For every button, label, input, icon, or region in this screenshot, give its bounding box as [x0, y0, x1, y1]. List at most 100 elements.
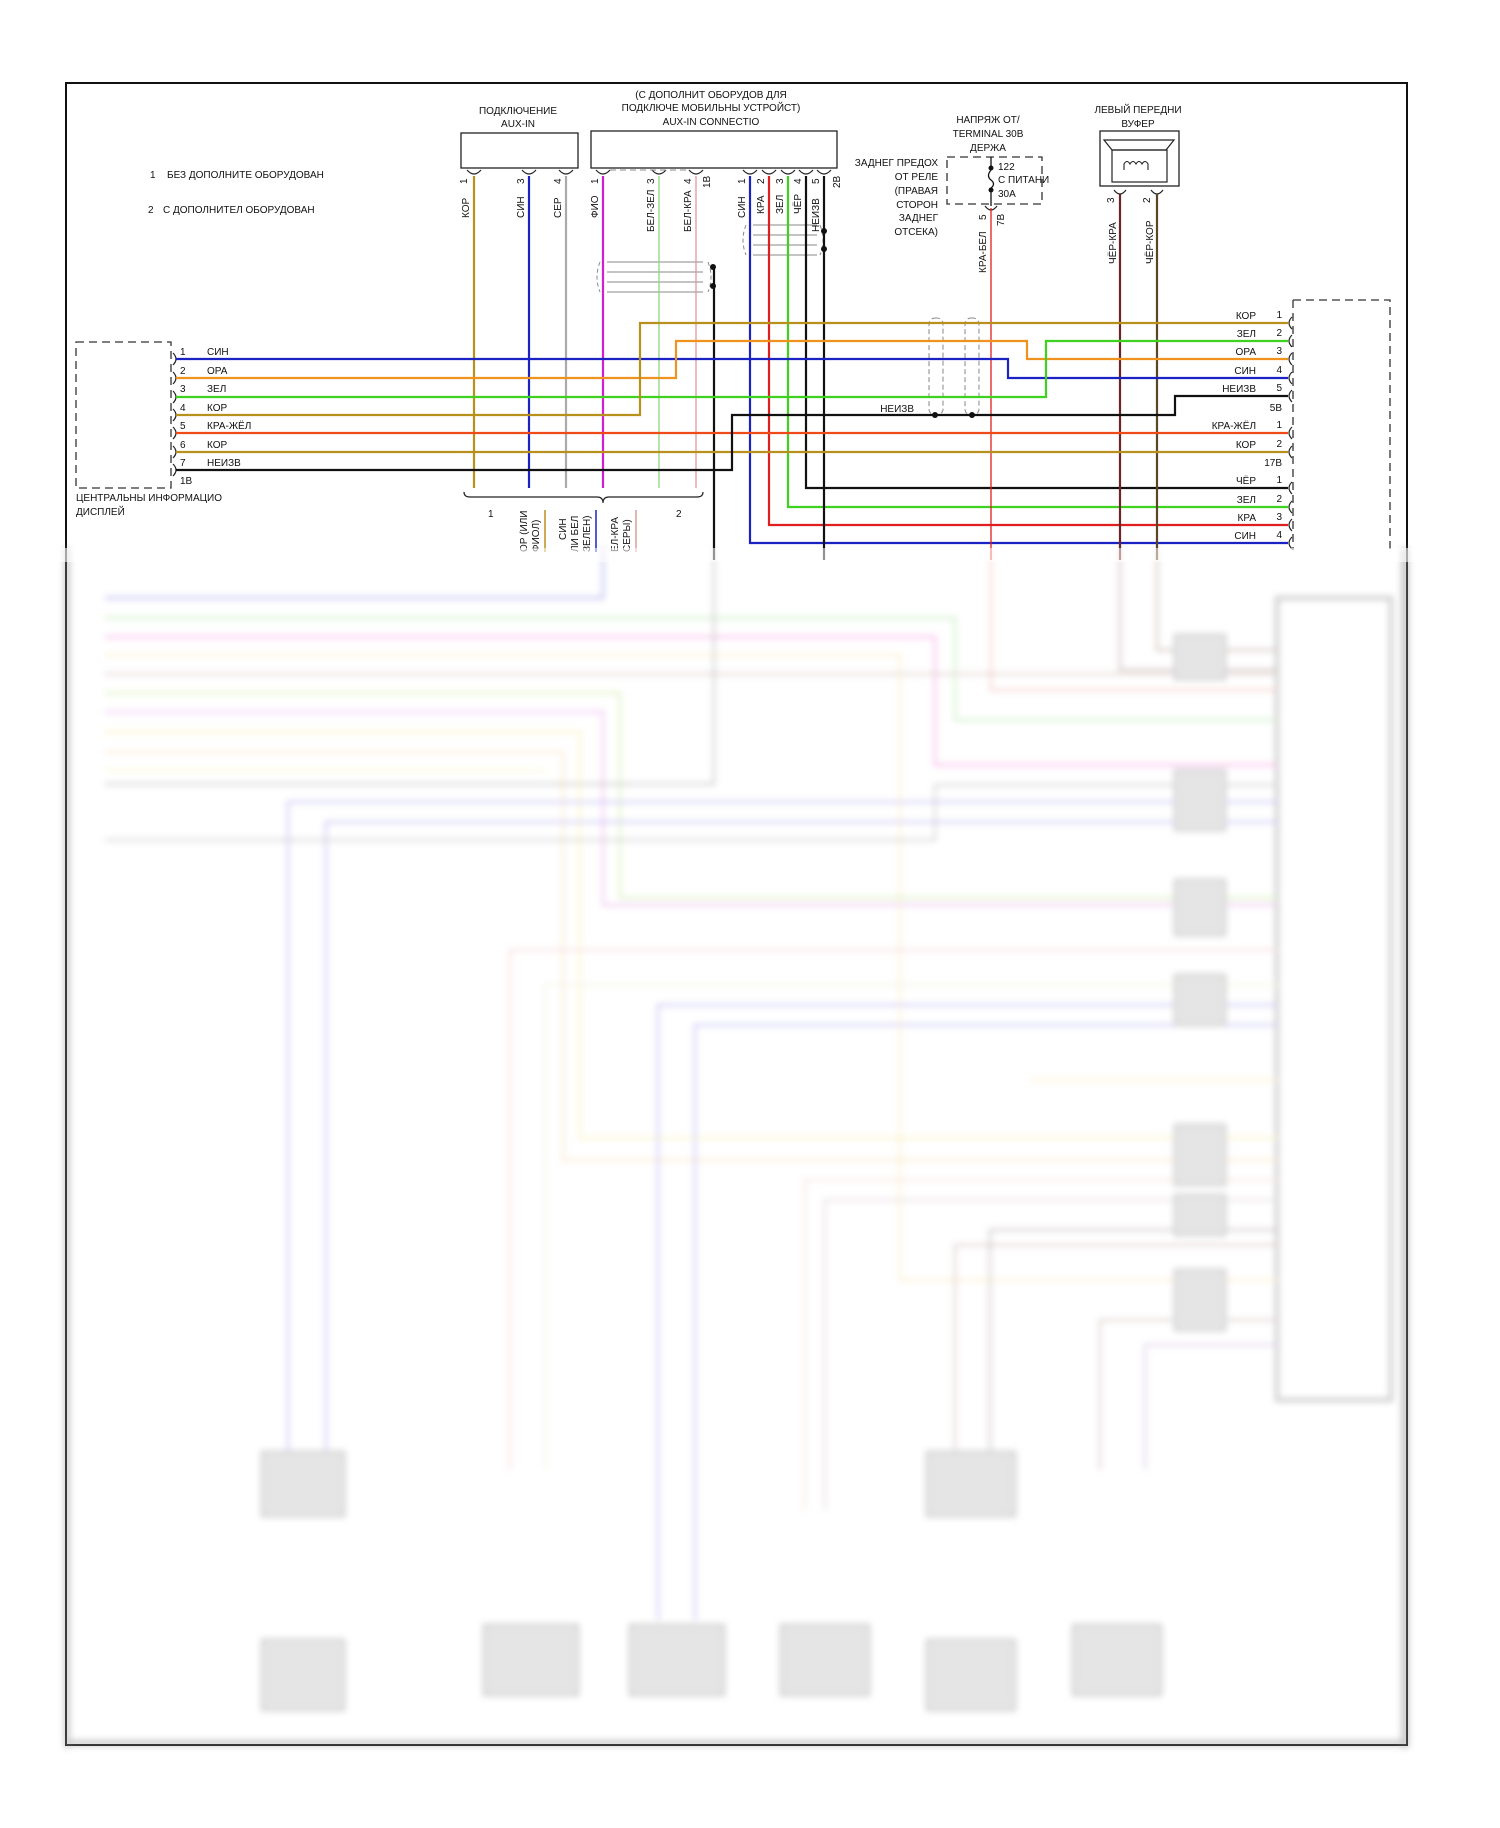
note-line: ЕЛ-КРА — [610, 517, 621, 552]
pin-num: 3 — [1276, 512, 1282, 523]
wire-label: СИН — [207, 347, 229, 358]
legend-num-1: 1 — [150, 170, 156, 181]
location-line: ОТ РЕЛЕ — [895, 172, 939, 183]
fuse-pin-num: 5 — [978, 214, 989, 220]
pin-num: 1 — [1276, 475, 1282, 486]
wires — [176, 176, 1288, 560]
shield-left — [596, 261, 716, 293]
wire-label: ФИО — [590, 195, 601, 218]
pin-num: 2 — [1276, 439, 1282, 450]
pin-num: 5 — [811, 178, 822, 184]
wire-label: КРА-ЖЁЛ — [1212, 420, 1256, 432]
connector-id: 2В — [832, 175, 843, 188]
location-line: (ПРАВАЯ — [895, 186, 938, 197]
pin-num: 5 — [1276, 383, 1282, 394]
fuse-rating: 30А — [998, 189, 1016, 200]
subwoofer-title-2: ВУФЕР — [1121, 119, 1155, 130]
pin-num: 4 — [1276, 530, 1282, 541]
wire-label: ЗЕЛ — [775, 195, 786, 214]
legend-text-1: БЕЗ ДОПОЛНИТЕ ОБОРУДОВАН — [167, 170, 324, 181]
connector-id: 5В — [1270, 403, 1283, 414]
display-pin-labels: 1 СИН 2 ОРА 3 ЗЕЛ 4 КОР 5 КРА-ЖЁЛ 6 КОР … — [180, 347, 251, 469]
pin-num: 1 — [1276, 310, 1282, 321]
note-line: ОР (ИЛИ — [519, 511, 530, 553]
wire-label: НЕИЗВ — [207, 458, 241, 469]
wire-label: ОРА — [1236, 347, 1257, 358]
fuse-title-1: НАПРЯЖ ОТ/ — [956, 115, 1020, 126]
pin-num: 2 — [180, 366, 186, 377]
pin-num: 3 — [180, 384, 186, 395]
amplifier-pin-labels: КОР 1 ЗЕЛ 2 ОРА 3 СИН 4 НЕИЗВ 5 5В КРА-Ж… — [1212, 310, 1283, 542]
brace-notes: ОР (ИЛИ ФИОЛ) СИН ЛИ БЕЛ ЗЕЛЕН) ЕЛ-КРА С… — [519, 510, 637, 553]
central-display-label-2: ДИСПЛЕЙ — [76, 505, 125, 518]
pin-num: 6 — [180, 440, 186, 451]
splice-dot — [969, 412, 975, 418]
wire-label: КОР — [461, 198, 472, 218]
blur-transition — [0, 548, 1500, 562]
wire-label: НЕИЗВ — [1222, 384, 1256, 395]
wire-label: ЧЁР — [1236, 475, 1256, 487]
wire-label: КРА — [756, 195, 767, 214]
pin-num: 4 — [553, 178, 564, 184]
central-display-box — [75, 341, 172, 489]
pin-num: 4 — [683, 178, 694, 184]
pin-num: 1 — [737, 178, 748, 184]
wire-sin-mobile — [748, 176, 1288, 545]
subwoofer-title-1: ЛЕВЫЙ ПЕРЕДНИ — [1094, 103, 1181, 116]
subwoofer-wire-label: ЧЁР-КРА — [1107, 222, 1119, 264]
wire-label: ЗЕЛ — [1237, 495, 1256, 506]
brace-option-1: 1 — [488, 509, 494, 520]
connector-id: 1В — [702, 175, 713, 188]
speaker-icon — [1099, 130, 1180, 187]
aux-in-title-1: ПОДКЛЮЧЕНИЕ — [479, 106, 557, 117]
wire-label: СИН — [737, 196, 748, 218]
central-display-label-1: ЦЕНТРАЛЬНЫ ИНФОРМАЦИО — [76, 493, 222, 504]
display-connector-cups — [172, 352, 177, 477]
pin-num: 1 — [1276, 420, 1282, 431]
wire-label: НЕИЗВ — [811, 198, 822, 232]
wire-neizv — [176, 394, 1288, 472]
aux-in-connector-box — [460, 132, 579, 169]
wire-label: КОР — [1236, 311, 1256, 322]
pin-num: 2 — [1276, 328, 1282, 339]
pin-num: 2 — [756, 178, 767, 184]
wire-label: БЕЛ-КРА — [683, 190, 694, 232]
aux-pin-labels: 1 КОР 3 СИН 4 СЕР 1 ФИО 3 БЕЛ-ЗЕЛ 4 БЕЛ-… — [459, 175, 843, 232]
fuse-icon — [987, 157, 995, 206]
pin-num: 4 — [180, 403, 186, 414]
pin-num: 1 — [459, 178, 470, 184]
legend: 1 БЕЗ ДОПОЛНИТЕ ОБОРУДОВАН 2 С ДОПОЛНИТЕ… — [148, 170, 324, 216]
splice-shield — [928, 317, 980, 416]
subwoofer-wire-label: ЧЁР-КОР — [1144, 220, 1156, 264]
amplifier-box — [1293, 299, 1391, 550]
pin-num: 3 — [516, 178, 527, 184]
location-line: ОТСЕКА) — [894, 227, 938, 238]
location-line: СТОРОН — [896, 200, 938, 211]
display-connector-id: 1В — [180, 476, 193, 487]
wire-label: БЕЛ-ЗЕЛ — [646, 190, 657, 232]
legend-text-2: С ДОПОЛНИТЕЛ ОБОРУДОВАН — [163, 205, 315, 216]
wire-kor — [176, 321, 1288, 417]
subwoofer-pin-num: 3 — [1106, 197, 1117, 203]
pin-num: 4 — [793, 178, 804, 184]
wire-label: КОР — [1236, 440, 1256, 451]
wire-label: КРА-ЖЁЛ — [207, 420, 251, 432]
wire-label: ОРА — [207, 366, 228, 377]
splice-label: НЕИЗВ — [880, 404, 914, 415]
fuse-title-3: ДЕРЖА — [970, 143, 1006, 154]
fuse-box — [946, 156, 1043, 205]
subwoofer-pin-cup — [1113, 189, 1127, 195]
wire-label: КРА — [1238, 513, 1257, 524]
fuse-title-2: TERMINAL 30B — [953, 129, 1024, 140]
fuse-number: 122 — [998, 162, 1015, 173]
wire-label: СИН — [1234, 366, 1256, 377]
aux-mobile-title-3: AUX-IN CONNECTIO — [663, 117, 760, 128]
pin-num: 1 — [590, 178, 601, 184]
note-line: ЗЕЛЕН) — [582, 516, 593, 553]
blurred-lower-section — [64, 548, 1409, 1748]
subwoofer-pin-num: 2 — [1142, 197, 1153, 203]
wire-label: ЗЕЛ — [1237, 329, 1256, 340]
wire-label: ЗЕЛ — [207, 384, 226, 395]
pin-num: 7 — [180, 458, 186, 469]
aux-in-title-2: AUX-IN — [501, 119, 535, 130]
